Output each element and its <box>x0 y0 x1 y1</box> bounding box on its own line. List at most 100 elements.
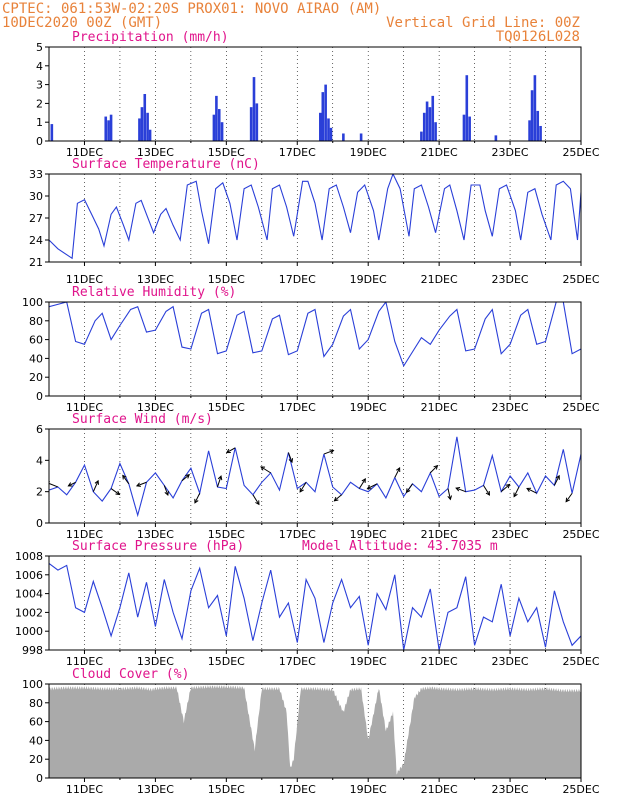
x-tick-label: 21DEC <box>421 146 458 159</box>
y-tick-label: 33 <box>29 168 43 181</box>
y-tick-label: 0 <box>36 772 43 785</box>
x-tick-label: 19DEC <box>350 655 387 668</box>
series-wind <box>49 436 581 518</box>
y-tick-label: 1002 <box>15 606 43 619</box>
wind-arrow-head <box>94 479 99 485</box>
precip-bar <box>319 112 322 141</box>
series-cloud <box>49 684 581 778</box>
wind-arrow-head <box>366 485 372 490</box>
y-tick-label: 60 <box>29 334 43 347</box>
panel-annotation: Model Altitude: 43.7035 m <box>302 539 498 554</box>
x-tick-label: 15DEC <box>208 783 245 796</box>
precip-bar <box>215 95 218 141</box>
precip-bar <box>321 92 325 141</box>
wind-arrow <box>163 485 169 496</box>
precip-bar <box>536 110 540 141</box>
wind-arrow-head <box>260 466 266 471</box>
header-grid-note: Vertical Grid Line: 00Z <box>386 15 580 31</box>
plot-frame <box>48 428 582 524</box>
precip-bar <box>148 129 152 141</box>
y-tick-label: 0 <box>36 135 43 148</box>
precip-bar <box>539 125 542 141</box>
y-tick-label: 4 <box>36 454 43 467</box>
panel-title: Relative Humidity (%) <box>72 285 236 300</box>
x-tick-label: 11DEC <box>66 273 103 286</box>
y-tick-label: 80 <box>29 315 43 328</box>
rh-line <box>49 302 581 368</box>
wind-arrow-head <box>433 464 439 470</box>
wind-arrow <box>68 481 76 487</box>
x-tick-label: 25DEC <box>562 401 599 414</box>
wind-arrow <box>299 482 307 493</box>
wind-arrow-head <box>405 488 411 494</box>
x-tick-label: 25DEC <box>562 273 599 286</box>
panel-title: Surface Temperature (nC) <box>72 157 260 172</box>
y-tick-label: 100 <box>22 678 43 691</box>
wind-arrow-head <box>67 482 73 487</box>
y-tick-label: 3 <box>36 79 43 92</box>
plot-frame <box>48 46 582 142</box>
wind-arrow <box>455 487 466 493</box>
x-tick-label: 15DEC <box>208 273 245 286</box>
precip-bar <box>143 94 147 141</box>
wind-arrow-head <box>555 474 560 480</box>
wind-arrow-head <box>513 492 518 498</box>
precip-bar <box>329 127 333 141</box>
precip-bar <box>494 135 498 141</box>
x-tick-label: 11DEC <box>66 146 103 159</box>
panel-title: Surface Pressure (hPa) <box>72 539 244 554</box>
wind-arrow-head <box>225 448 231 454</box>
y-tick-label: 40 <box>29 352 43 365</box>
wind-arrow <box>526 487 537 494</box>
y-tick-label: 0 <box>36 390 43 403</box>
series-rh <box>49 302 581 368</box>
x-tick-label: 11DEC <box>66 401 103 414</box>
series-precip <box>50 75 542 141</box>
y-tick-label: 30 <box>29 190 43 203</box>
y-tick-label: 1006 <box>15 569 43 582</box>
header-date: 10DEC2020 00Z (GMT) <box>2 15 162 31</box>
x-tick-label: 19DEC <box>350 401 387 414</box>
x-tick-label: 15DEC <box>208 528 245 541</box>
precip-bar <box>217 109 221 141</box>
wind-arrow <box>513 486 520 497</box>
wind-arrow <box>287 452 293 463</box>
panel-title: Cloud Cover (%) <box>72 667 189 682</box>
wind-arrow-head <box>255 500 260 506</box>
wind-arrow <box>500 484 510 493</box>
x-tick-label: 13DEC <box>137 528 174 541</box>
x-tick-label: 19DEC <box>350 273 387 286</box>
precip-bar <box>533 75 537 141</box>
precip-bar <box>422 112 426 141</box>
y-tick-label: 21 <box>29 256 43 269</box>
precip-bar <box>425 101 429 141</box>
x-tick-label: 25DEC <box>562 528 599 541</box>
precip-bar <box>465 75 469 141</box>
y-tick-label: 1008 <box>15 550 43 563</box>
precip-bar <box>140 107 144 141</box>
x-tick-label: 17DEC <box>279 783 316 796</box>
series-pressure <box>49 563 581 650</box>
precip-bar <box>220 122 224 141</box>
x-tick-label: 23DEC <box>492 401 529 414</box>
wind-arrow-head <box>288 458 294 464</box>
y-tick-label: 1000 <box>15 625 43 638</box>
panel-title: Precipitation (mm/h) <box>72 30 229 45</box>
plot-frame <box>48 301 582 397</box>
wind-arrow-head <box>361 478 366 483</box>
precip-bar <box>249 107 253 141</box>
precip-bar <box>104 116 108 141</box>
cloud-area <box>49 684 581 778</box>
wind-arrow-head <box>164 490 169 496</box>
y-tick-label: 24 <box>29 234 43 247</box>
x-tick-label: 13DEC <box>137 783 174 796</box>
x-tick-label: 23DEC <box>492 783 529 796</box>
wind-arrow <box>367 483 378 490</box>
wind-arrow-head <box>217 475 223 481</box>
precip-bar <box>342 133 345 141</box>
x-tick-label: 23DEC <box>492 273 529 286</box>
y-tick-label: 80 <box>29 697 43 710</box>
precip-bar <box>107 120 110 141</box>
plot-frame <box>48 555 582 651</box>
precip-bar <box>468 116 471 141</box>
